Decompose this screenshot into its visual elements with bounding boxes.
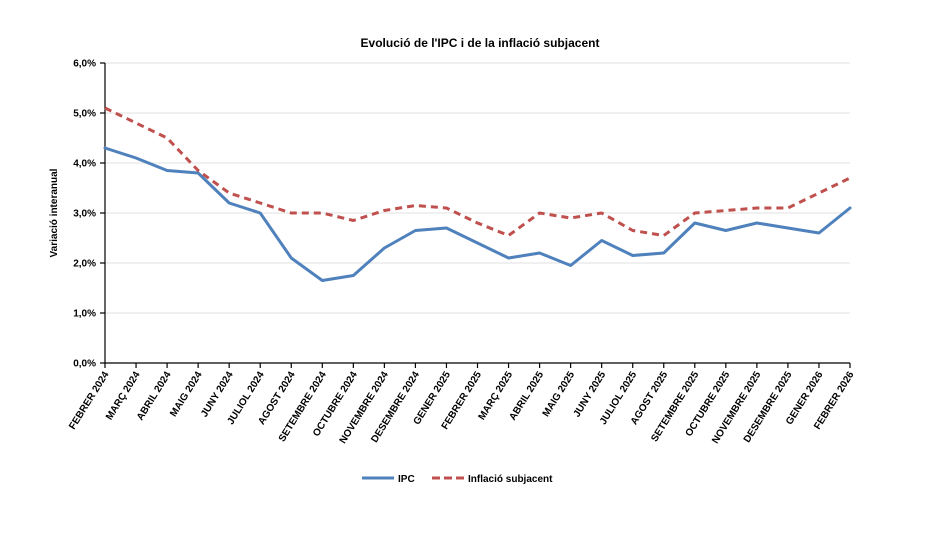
legend-label-ipc: IPC [398, 474, 415, 485]
ipc-line [103, 146, 852, 282]
gridlines [105, 62, 850, 314]
y-tick-label: 4,0% [73, 159, 96, 170]
x-tick-label: FEBRER 2024 [67, 369, 112, 431]
y-tick-label: 0,0% [73, 359, 96, 370]
legend-label-inflaci-subjacent: Inflació subjacent [468, 474, 553, 485]
y-axis: 0,0% 1,0% 2,0% 3,0% 4,0% 5,0% 6,0% [73, 59, 106, 370]
y-axis-title: Variació interanual [49, 168, 60, 257]
legend: IPC Inflació subjacent [362, 474, 553, 485]
series-lines [103, 106, 852, 282]
y-tick-label: 6,0% [73, 59, 96, 70]
y-tick-label: 2,0% [73, 259, 96, 270]
y-tick-label: 5,0% [73, 109, 96, 120]
chart-title: Evolució de l'IPC i de la inflació subja… [361, 36, 600, 50]
y-tick-label: 1,0% [73, 309, 96, 320]
inflaci-subjacent-line [104, 106, 851, 237]
y-tick-label: 3,0% [73, 209, 96, 220]
